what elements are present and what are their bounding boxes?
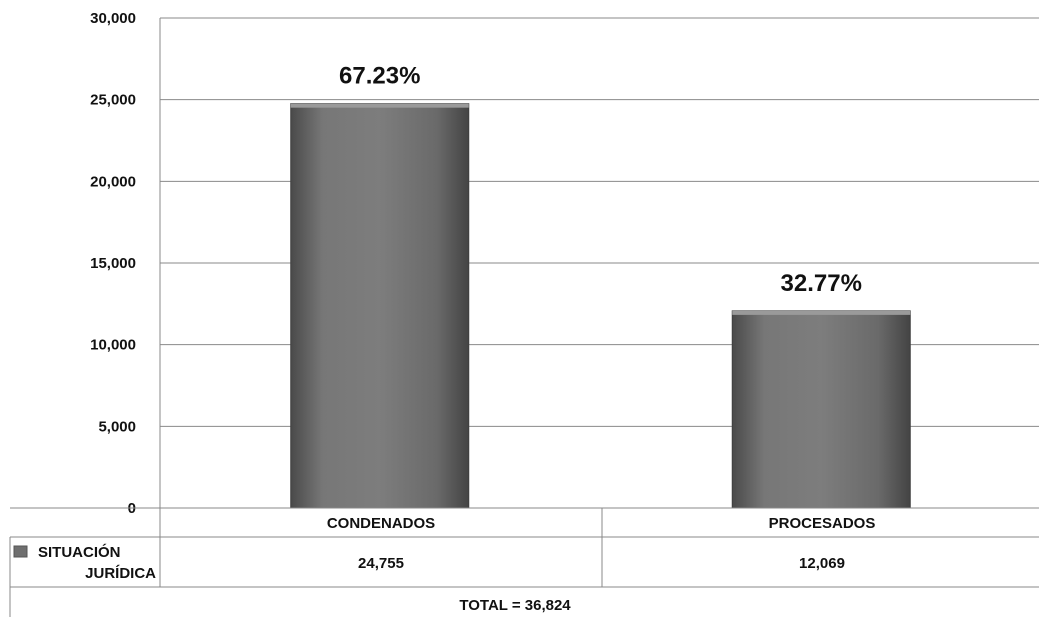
category-label-condenados: CONDENADOS	[327, 515, 435, 532]
y-tick-label: 30,000	[90, 10, 136, 27]
table-value-condenados: 24,755	[358, 555, 404, 572]
data-label-procesados: 32.77%	[781, 270, 862, 297]
bar-top-bevel	[290, 103, 469, 108]
bar-procesados	[731, 310, 911, 509]
y-tick-label: 5,000	[98, 418, 136, 435]
total-label: TOTAL = 36,824	[459, 597, 571, 614]
bar-top-bevel	[732, 310, 911, 315]
category-label-procesados: PROCESADOS	[769, 515, 876, 532]
y-tick-label: 15,000	[90, 255, 136, 272]
bar-condenados	[290, 103, 470, 509]
data-label-condenados: 67.23%	[339, 63, 420, 90]
legend-swatch	[13, 545, 28, 558]
bars	[290, 103, 911, 509]
table-value-procesados: 12,069	[799, 555, 845, 572]
y-tick-label: 25,000	[90, 92, 136, 109]
data-table	[9, 507, 1039, 617]
data-labels: 67.23% 32.77%	[339, 63, 862, 297]
y-tick-label: 10,000	[90, 337, 136, 354]
y-tick-label: 20,000	[90, 173, 136, 190]
legend-series-label: SITUACIÓN JURÍDICA	[38, 543, 156, 582]
